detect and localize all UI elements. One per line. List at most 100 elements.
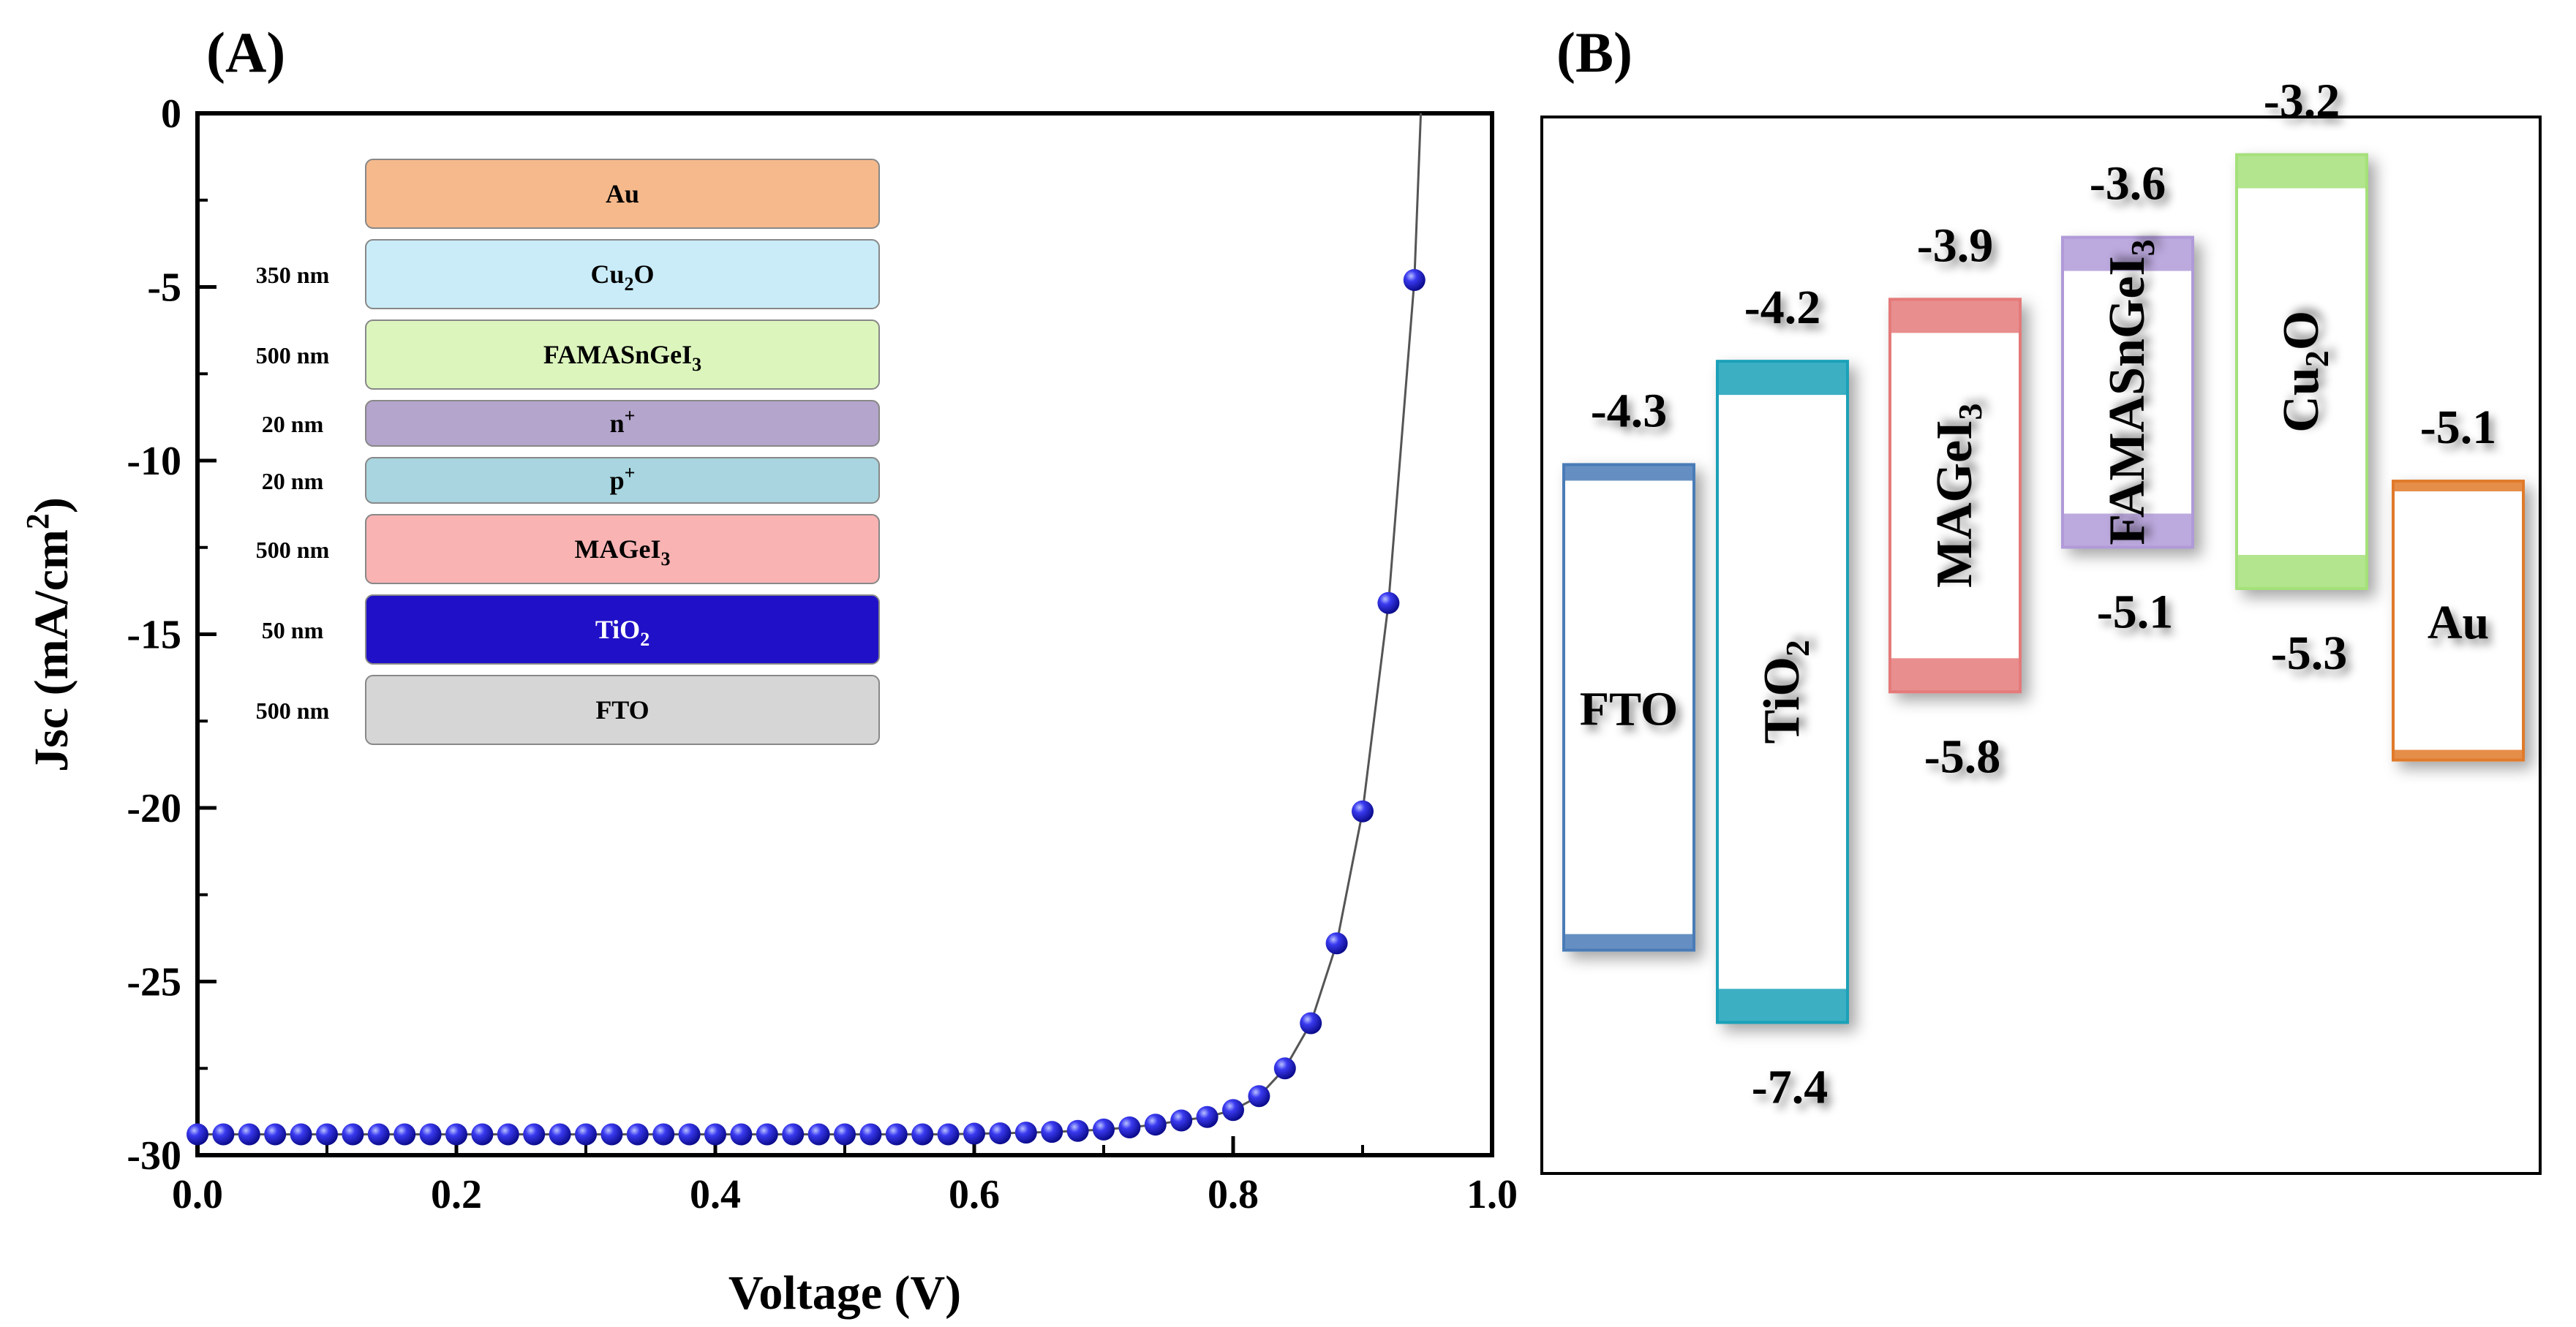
- y-tick-label: 0: [161, 91, 181, 137]
- inset-layer: p+ 20 nm: [262, 457, 880, 504]
- inset-layer-box: [365, 594, 880, 665]
- inset-layer-label: Au: [606, 179, 639, 208]
- x-tick-label: 0.8: [1208, 1172, 1259, 1217]
- data-point: [963, 1122, 985, 1145]
- data-point: [367, 1123, 390, 1146]
- data-point: [212, 1123, 235, 1146]
- band-diagram-frame: [1540, 116, 2542, 1175]
- band-top-value: -5.1: [2420, 401, 2496, 454]
- vbm-bar: [2393, 749, 2523, 760]
- panel-b-label: (B): [1556, 20, 1632, 84]
- data-point: [989, 1122, 1012, 1145]
- band-material-label: Au: [2428, 596, 2489, 649]
- y-tick-label: -15: [127, 613, 181, 658]
- x-tick-label: 0.2: [431, 1172, 482, 1217]
- band-top-value: -3.2: [2264, 75, 2340, 128]
- inset-layer: TiO2 50 nm: [262, 594, 880, 665]
- y-axis-ticks: 0 -5 -10 -15 -20 -25 -30: [127, 91, 216, 1179]
- data-point: [523, 1123, 546, 1146]
- data-point: [600, 1123, 623, 1146]
- inset-layer-label: MAGeI3: [575, 534, 671, 570]
- x-tick-label: 0.6: [949, 1172, 1000, 1217]
- vbm-bar: [1890, 658, 2020, 692]
- data-point: [549, 1123, 571, 1146]
- y-tick-label: -5: [147, 265, 181, 311]
- data-point: [238, 1123, 260, 1146]
- band-box: [2061, 235, 2194, 549]
- jv-chart: 0.0 0.2 0.4 0.6 0.8 1.0 0 -5 -10 -15 -20 -25 -30 Vo…: [20, 91, 1518, 1320]
- inset-layer: n+ 20 nm: [262, 400, 880, 447]
- x-tick-label: 0.4: [690, 1172, 741, 1217]
- band-box: [1888, 298, 2022, 694]
- data-point: [730, 1123, 753, 1146]
- y-tick-label: -25: [127, 960, 181, 1005]
- x-axis-ticks: 0.0 0.2 0.4 0.6 0.8 1.0: [172, 1136, 1518, 1217]
- y-tick-label: -20: [127, 786, 181, 831]
- inset-layer-box: [365, 514, 880, 584]
- inset-layer-label: n+: [610, 405, 636, 438]
- cbm-bar: [1717, 361, 1848, 396]
- data-point: [807, 1123, 830, 1146]
- panel-a-label: (A): [206, 20, 285, 84]
- inset-layer: FTO 500 nm: [256, 675, 880, 745]
- data-point: [652, 1123, 675, 1146]
- x-tick-label: 1.0: [1466, 1172, 1518, 1217]
- cbm-bar: [2063, 237, 2193, 271]
- band-cu: Cu2O -3.2 -5.3: [2235, 75, 2368, 680]
- data-point: [1093, 1118, 1115, 1141]
- band-bottom-value: -5.3: [2271, 627, 2347, 680]
- band-diagram: FTO -4.3 TiO2 -4.2 -7.4 MAGeI3 -3.9 -5.8 FAMASnG…: [1540, 75, 2542, 1175]
- band-magei: MAGeI3 -3.9 -5.8: [1888, 219, 2022, 783]
- band-box: [2392, 480, 2525, 762]
- cbm-bar: [1890, 299, 2020, 333]
- band-top-value: -3.9: [1917, 219, 1993, 272]
- inset-layer-thickness: 20 nm: [262, 411, 324, 437]
- data-point: [782, 1123, 805, 1146]
- data-point: [471, 1123, 494, 1146]
- y-axis-label: Jsc (mA/cm2): [20, 497, 78, 772]
- data-point: [187, 1123, 208, 1146]
- band-top-value: -4.3: [1591, 384, 1667, 437]
- data-point: [678, 1123, 701, 1146]
- data-point: [911, 1123, 934, 1146]
- inset-layer-thickness: 350 nm: [256, 262, 330, 288]
- vbm-bar: [1717, 988, 1848, 1023]
- band-bottom-value: -5.1: [2097, 585, 2173, 638]
- device-structure-inset: Au Cu2O 350 nm FAMASnGeI3 500 nm n+ 20 nm p+ 20 …: [256, 159, 880, 745]
- band-top-value: -4.2: [1744, 281, 1820, 334]
- inset-layer-thickness: 50 nm: [262, 617, 324, 643]
- data-point: [497, 1123, 519, 1146]
- data-point: [1041, 1121, 1063, 1143]
- inset-layer-label: Cu2O: [590, 260, 654, 295]
- band-fto: FTO -4.3: [1562, 384, 1695, 952]
- data-point: [264, 1123, 287, 1146]
- data-point: [885, 1123, 908, 1146]
- data-point: [393, 1123, 416, 1146]
- inset-layer-thickness: 20 nm: [262, 468, 324, 494]
- inset-layer-thickness: 500 nm: [256, 537, 330, 563]
- data-point: [1403, 269, 1426, 291]
- inset-layer-label: TiO2: [595, 615, 649, 650]
- cbm-bar: [2237, 154, 2367, 189]
- data-point: [1196, 1105, 1219, 1128]
- band-top-value: -3.6: [2090, 157, 2166, 211]
- band-material-label: FTO: [1580, 683, 1678, 736]
- data-point: [859, 1123, 882, 1146]
- data-point: [445, 1123, 467, 1146]
- y-tick-label: -30: [127, 1133, 181, 1179]
- inset-layer-label: FAMASnGeI3: [543, 340, 701, 375]
- inset-layer: Cu2O 350 nm: [256, 239, 880, 309]
- inset-layer-box: [365, 457, 880, 504]
- jv-data-points: [187, 269, 1426, 1146]
- data-point: [1377, 591, 1400, 614]
- data-point: [1066, 1119, 1089, 1142]
- inset-layer: Au: [365, 159, 880, 229]
- data-point: [1118, 1116, 1141, 1138]
- cbm-bar: [2393, 481, 2523, 492]
- inset-layer-box: [365, 239, 880, 309]
- data-point: [1144, 1114, 1167, 1136]
- inset-layer-thickness: 500 nm: [256, 342, 330, 368]
- data-point: [342, 1123, 364, 1146]
- inset-layer-box: [365, 320, 880, 390]
